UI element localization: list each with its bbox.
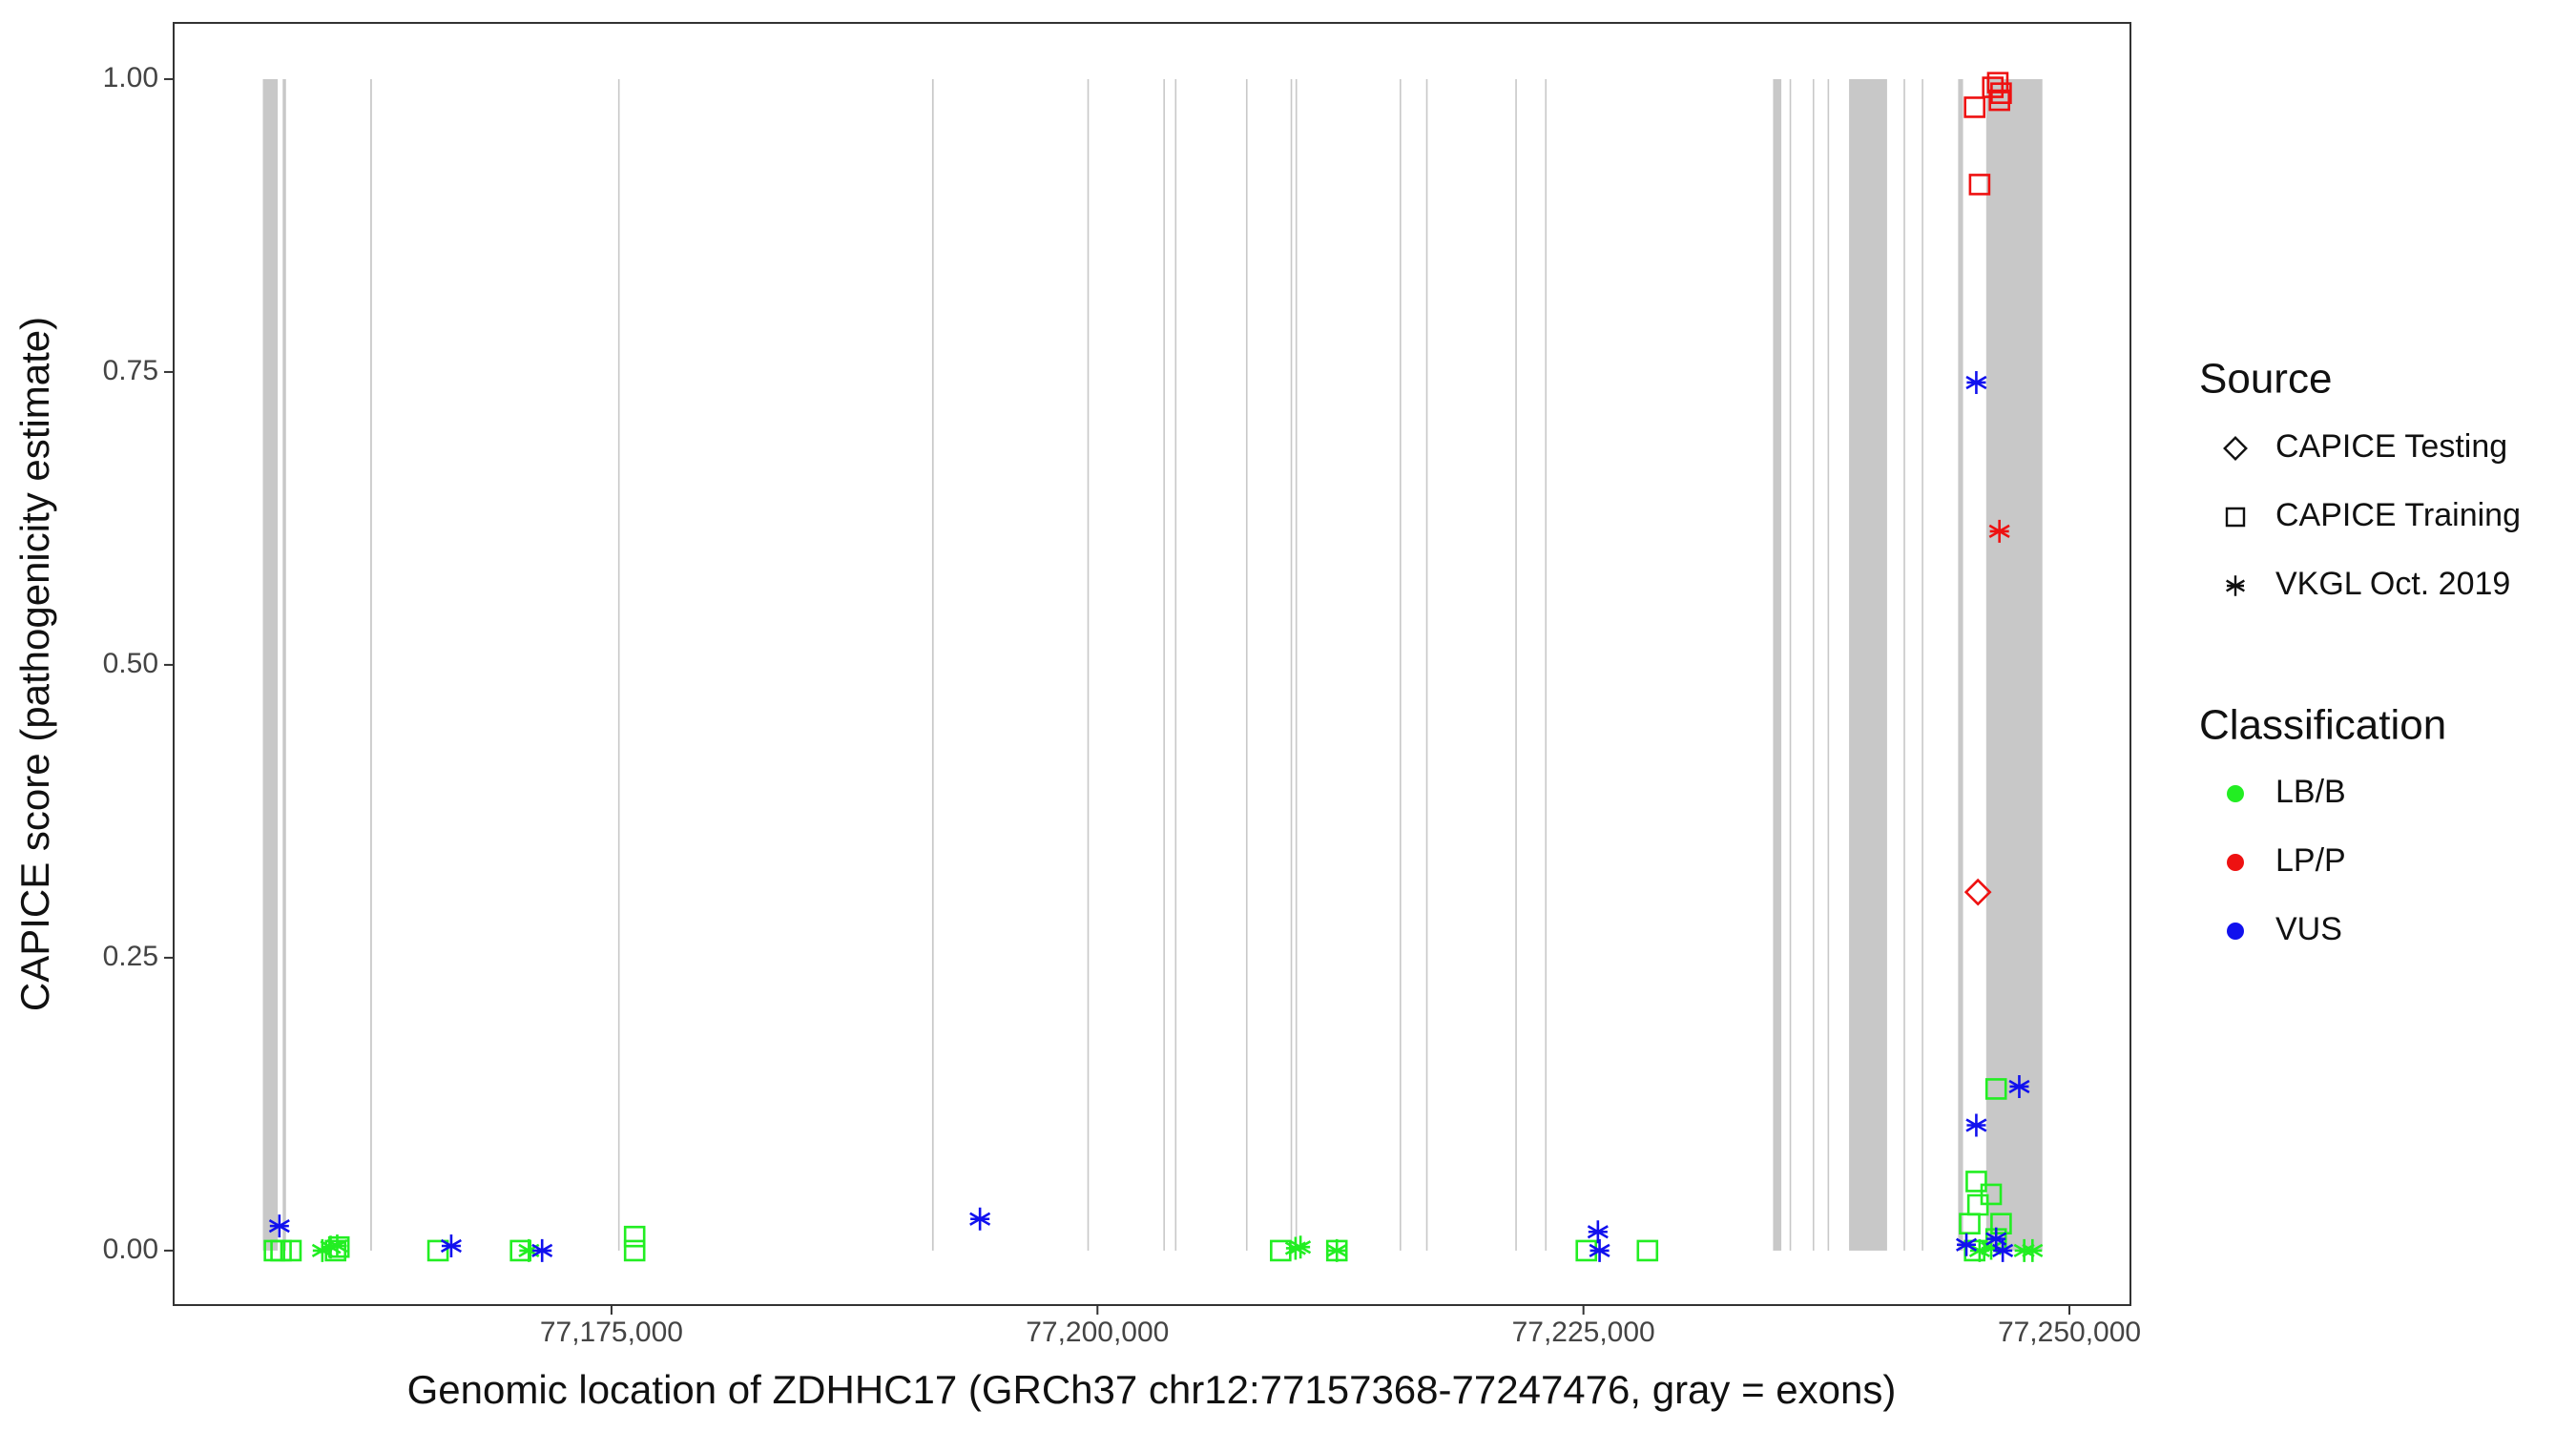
point xyxy=(1270,1239,1292,1262)
point xyxy=(280,1239,302,1262)
exon xyxy=(1087,78,1090,1251)
point xyxy=(1968,174,1991,196)
legend-key xyxy=(2227,854,2244,871)
y-axis-title: CAPICE score (pathogenicity estimate) xyxy=(12,317,57,1011)
point xyxy=(623,1239,646,1262)
exon xyxy=(931,78,934,1251)
exon xyxy=(1545,78,1548,1251)
exon xyxy=(1515,78,1517,1251)
exon xyxy=(1400,78,1402,1251)
point xyxy=(1963,878,1992,906)
point xyxy=(1988,519,2010,543)
exon xyxy=(1773,78,1782,1251)
exon xyxy=(1295,78,1298,1251)
point xyxy=(2022,1238,2044,1262)
exon xyxy=(1958,78,1963,1251)
point xyxy=(1968,1238,1990,1262)
y-tick-label: 0.00 xyxy=(103,1234,158,1265)
legend-title: Source xyxy=(2199,356,2332,403)
point xyxy=(969,1207,991,1231)
point xyxy=(1986,72,2009,93)
point xyxy=(1325,1239,1348,1262)
exon xyxy=(1827,78,1830,1251)
point xyxy=(1965,1171,1987,1192)
exon xyxy=(282,78,286,1251)
point xyxy=(1963,1239,1985,1262)
y-tick-label: 0.50 xyxy=(103,648,158,679)
exon xyxy=(1163,78,1165,1251)
exon xyxy=(1789,78,1792,1251)
point xyxy=(1980,1183,2003,1206)
point xyxy=(1326,1238,1348,1262)
point xyxy=(1955,1233,1978,1256)
point xyxy=(1992,1238,2014,1262)
point xyxy=(518,1238,540,1262)
y-tick-label: 0.25 xyxy=(103,941,158,972)
point xyxy=(1988,89,2010,112)
exon xyxy=(1425,78,1428,1251)
point xyxy=(1982,76,2005,98)
x-tick-label: 77,225,000 xyxy=(1512,1317,1655,1348)
legend-key xyxy=(2223,436,2248,461)
exon xyxy=(262,78,279,1251)
point xyxy=(1990,1213,2012,1234)
legend-label: CAPICE Training xyxy=(2275,497,2521,533)
x-tick-label: 77,250,000 xyxy=(1998,1317,2141,1348)
exon xyxy=(1849,78,1887,1251)
point xyxy=(1980,1236,2003,1260)
legend-key xyxy=(2227,923,2244,940)
point xyxy=(531,1238,553,1262)
legend-label: VUS xyxy=(2275,911,2342,947)
point xyxy=(1965,1113,1987,1137)
point xyxy=(1965,370,1987,394)
legend-key xyxy=(2227,785,2244,802)
point xyxy=(1587,1220,1609,1244)
legend-label: LP/P xyxy=(2275,842,2346,879)
point xyxy=(1575,1239,1598,1262)
point xyxy=(2008,1074,2030,1098)
exon xyxy=(1812,78,1815,1251)
point xyxy=(1589,1238,1610,1262)
exon xyxy=(1922,78,1923,1251)
point xyxy=(440,1234,462,1257)
legend-label: LB/B xyxy=(2275,774,2346,810)
point xyxy=(1636,1239,1659,1262)
point xyxy=(326,1234,348,1257)
y-tick-label: 0.75 xyxy=(103,355,158,386)
point xyxy=(1990,82,2012,104)
exon xyxy=(1903,78,1905,1251)
point xyxy=(1963,96,1985,118)
legend-label: VKGL Oct. 2019 xyxy=(2275,566,2510,602)
exon xyxy=(370,78,372,1251)
exon xyxy=(1245,78,1248,1251)
exon xyxy=(617,78,620,1251)
x-tick-label: 77,200,000 xyxy=(1026,1317,1169,1348)
legend-title: Classification xyxy=(2199,702,2446,749)
legend-label: CAPICE Testing xyxy=(2275,428,2507,465)
exon xyxy=(1985,78,2043,1251)
x-tick-label: 77,175,000 xyxy=(540,1317,683,1348)
point xyxy=(1985,1227,2007,1251)
y-tick-label: 1.00 xyxy=(103,62,158,93)
point xyxy=(1290,1235,1312,1259)
exon xyxy=(1174,78,1177,1251)
point xyxy=(509,1239,531,1262)
point xyxy=(268,1214,290,1238)
plot-area xyxy=(262,78,2043,1251)
x-axis-title: Genomic location of ZDHHC17 (GRCh37 chr1… xyxy=(407,1367,1897,1412)
legend-key xyxy=(2225,507,2246,528)
legend-key xyxy=(2226,575,2245,596)
exon xyxy=(1290,78,1293,1251)
point xyxy=(1984,1078,2007,1100)
